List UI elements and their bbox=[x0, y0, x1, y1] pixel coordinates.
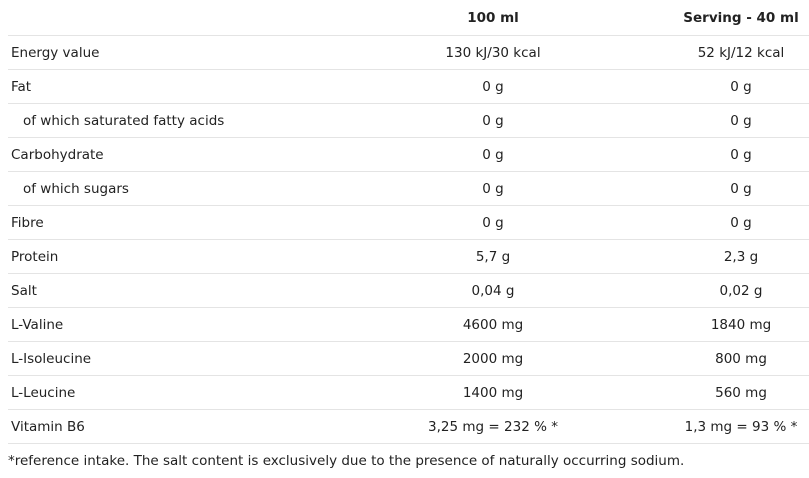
nutrient-label: L-Isoleucine bbox=[11, 351, 92, 367]
table-header: 100 ml Serving - 40 ml bbox=[8, 1, 809, 35]
value-per-100ml: 5,7 g bbox=[475, 249, 511, 265]
value-per-serving: 800 mg bbox=[715, 351, 767, 367]
value-per-serving: 1840 mg bbox=[710, 317, 772, 333]
table-row: of which sugars 0 g 0 g bbox=[8, 171, 809, 206]
value-per-100ml: 0 g bbox=[482, 113, 504, 129]
nutrient-label: Salt bbox=[11, 283, 37, 299]
table-row: Protein 5,7 g 2,3 g bbox=[8, 239, 809, 274]
table-row: Fat 0 g 0 g bbox=[8, 69, 809, 104]
nutrient-label: L-Leucine bbox=[11, 385, 76, 401]
nutrient-label: Carbohydrate bbox=[11, 147, 104, 163]
header-serving: Serving - 40 ml bbox=[683, 10, 799, 26]
nutrient-label: Fibre bbox=[11, 215, 44, 231]
value-per-100ml: 1400 mg bbox=[462, 385, 524, 401]
nutrient-label: of which saturated fatty acids bbox=[23, 113, 225, 129]
nutrient-label: Protein bbox=[11, 249, 59, 265]
value-per-100ml: 0 g bbox=[482, 79, 504, 95]
table-row: L-Leucine 1400 mg 560 mg bbox=[8, 375, 809, 410]
value-per-serving: 0 g bbox=[730, 215, 752, 231]
nutrient-label: Fat bbox=[11, 79, 32, 95]
value-per-100ml: 0,04 g bbox=[471, 283, 515, 299]
value-per-serving: 2,3 g bbox=[723, 249, 759, 265]
nutrient-label: Energy value bbox=[11, 45, 100, 61]
table-row: Salt 0,04 g 0,02 g bbox=[8, 273, 809, 308]
nutrient-label: Vitamin B6 bbox=[11, 419, 85, 435]
value-per-serving: 0 g bbox=[730, 181, 752, 197]
value-per-100ml: 2000 mg bbox=[462, 351, 524, 367]
table-row: L-Isoleucine 2000 mg 800 mg bbox=[8, 341, 809, 376]
value-per-serving: 0 g bbox=[730, 147, 752, 163]
value-per-100ml: 4600 mg bbox=[462, 317, 524, 333]
value-per-100ml: 0 g bbox=[482, 215, 504, 231]
nutrient-label: of which sugars bbox=[23, 181, 129, 197]
value-per-100ml: 0 g bbox=[482, 181, 504, 197]
table-row: Energy value 130 kJ/30 kcal 52 kJ/12 kca… bbox=[8, 35, 809, 70]
footnote: *reference intake. The salt content is e… bbox=[8, 453, 685, 469]
table-row: Carbohydrate 0 g 0 g bbox=[8, 137, 809, 172]
nutrient-label: L-Valine bbox=[11, 317, 64, 333]
table-bottom-border bbox=[8, 443, 809, 444]
value-per-serving: 0 g bbox=[730, 113, 752, 129]
value-per-serving: 560 mg bbox=[715, 385, 767, 401]
value-per-100ml: 130 kJ/30 kcal bbox=[445, 45, 541, 61]
table-row: Vitamin B6 3,25 mg = 232 % * 1,3 mg = 93… bbox=[8, 409, 809, 444]
value-per-serving: 0 g bbox=[730, 79, 752, 95]
value-per-serving: 52 kJ/12 kcal bbox=[697, 45, 785, 61]
value-per-serving: 0,02 g bbox=[719, 283, 763, 299]
value-per-100ml: 3,25 mg = 232 % * bbox=[428, 419, 558, 435]
value-per-serving: 1,3 mg = 93 % * bbox=[684, 419, 798, 435]
table-row: Fibre 0 g 0 g bbox=[8, 205, 809, 240]
table-row: of which saturated fatty acids 0 g 0 g bbox=[8, 103, 809, 138]
header-100ml: 100 ml bbox=[467, 10, 519, 26]
value-per-100ml: 0 g bbox=[482, 147, 504, 163]
table-row: L-Valine 4600 mg 1840 mg bbox=[8, 307, 809, 342]
